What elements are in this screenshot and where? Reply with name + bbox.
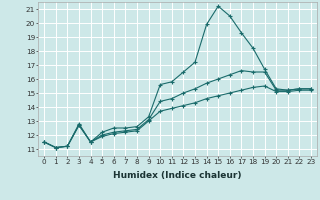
X-axis label: Humidex (Indice chaleur): Humidex (Indice chaleur) [113,171,242,180]
